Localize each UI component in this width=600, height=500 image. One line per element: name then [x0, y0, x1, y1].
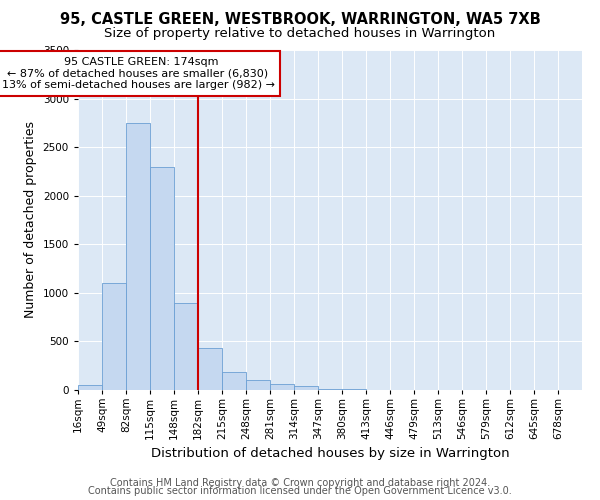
Bar — [294, 386, 318, 390]
Bar — [150, 166, 174, 390]
Bar — [318, 388, 342, 390]
Text: 95 CASTLE GREEN: 174sqm
← 87% of detached houses are smaller (6,830)
13% of semi: 95 CASTLE GREEN: 174sqm ← 87% of detache… — [1, 57, 275, 90]
Y-axis label: Number of detached properties: Number of detached properties — [24, 122, 37, 318]
Bar — [126, 123, 150, 390]
Bar — [174, 302, 198, 390]
Bar — [270, 384, 294, 390]
Text: Contains public sector information licensed under the Open Government Licence v3: Contains public sector information licen… — [88, 486, 512, 496]
Bar — [342, 389, 366, 390]
Text: Contains HM Land Registry data © Crown copyright and database right 2024.: Contains HM Land Registry data © Crown c… — [110, 478, 490, 488]
Bar — [78, 385, 102, 390]
Text: 95, CASTLE GREEN, WESTBROOK, WARRINGTON, WA5 7XB: 95, CASTLE GREEN, WESTBROOK, WARRINGTON,… — [59, 12, 541, 28]
X-axis label: Distribution of detached houses by size in Warrington: Distribution of detached houses by size … — [151, 448, 509, 460]
Bar — [222, 372, 246, 390]
Bar — [198, 348, 222, 390]
Text: Size of property relative to detached houses in Warrington: Size of property relative to detached ho… — [104, 28, 496, 40]
Bar — [246, 380, 270, 390]
Bar — [102, 283, 126, 390]
